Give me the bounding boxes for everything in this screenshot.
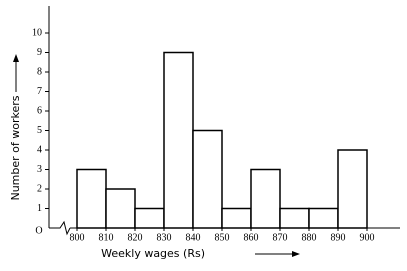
bar bbox=[134, 207, 165, 229]
x-tick-label: 880 bbox=[302, 232, 317, 243]
bar bbox=[279, 207, 310, 229]
x-tick-label: 840 bbox=[186, 232, 201, 243]
x-tick-label: 900 bbox=[360, 232, 375, 243]
x-tick-label: 860 bbox=[244, 232, 259, 243]
bar bbox=[250, 168, 281, 229]
bar bbox=[192, 129, 223, 229]
bar bbox=[105, 188, 136, 229]
y-axis-label: Number of workers bbox=[9, 95, 22, 200]
y-tick-label: 10 bbox=[32, 27, 42, 38]
x-axis-label: Weekly wages (Rs) bbox=[101, 247, 205, 260]
y-tick-label: 7 bbox=[37, 86, 42, 97]
x-tick-label: 830 bbox=[157, 232, 172, 243]
y-tick-label: 9 bbox=[37, 47, 42, 58]
axis-break bbox=[49, 220, 71, 236]
x-tick-label: 810 bbox=[99, 232, 114, 243]
y-arrowhead bbox=[13, 54, 19, 62]
bar bbox=[308, 207, 339, 229]
x-tick-label: 870 bbox=[273, 232, 288, 243]
y-tick-label: 8 bbox=[37, 66, 42, 77]
origin-label: O bbox=[35, 225, 42, 236]
y-tick-label: 1 bbox=[37, 203, 42, 214]
y-tick-label: 6 bbox=[37, 105, 42, 116]
x-arrowhead bbox=[292, 251, 300, 257]
bar bbox=[163, 51, 194, 229]
x-tick-label: 800 bbox=[70, 232, 85, 243]
y-tick-label: 2 bbox=[37, 183, 42, 194]
bar bbox=[76, 168, 107, 229]
y-tick-label: 3 bbox=[37, 164, 42, 175]
x-tick-label: 850 bbox=[215, 232, 230, 243]
y-tick-label: 5 bbox=[37, 125, 42, 136]
bar bbox=[337, 149, 368, 229]
y-tick-label: 4 bbox=[37, 144, 42, 155]
x-tick-label: 890 bbox=[331, 232, 346, 243]
x-tick-label: 820 bbox=[128, 232, 143, 243]
bar bbox=[221, 207, 252, 229]
